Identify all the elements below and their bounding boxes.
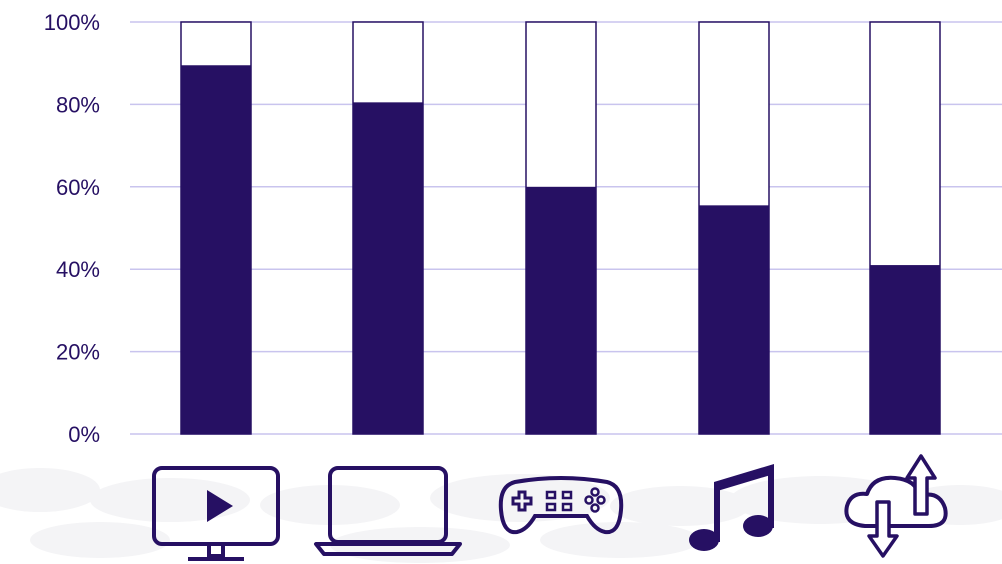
- background-blob: [540, 522, 700, 558]
- background-blob: [0, 468, 100, 512]
- y-tick-label: 40%: [56, 257, 100, 282]
- bars: [180, 21, 941, 435]
- background-blob: [90, 478, 250, 522]
- bar: [353, 102, 423, 434]
- bar: [870, 265, 940, 434]
- y-tick-label: 0%: [68, 422, 100, 447]
- bar: [526, 186, 596, 434]
- background-blob: [30, 522, 170, 558]
- y-tick-label: 100%: [44, 10, 100, 35]
- music-note-icon: [689, 464, 774, 551]
- laptop-icon: [314, 466, 462, 556]
- category-icons: [152, 454, 948, 561]
- cloud-upload-download-icon: [844, 454, 948, 558]
- y-tick-label: 80%: [56, 92, 100, 117]
- background-blob: [610, 486, 750, 526]
- y-tick-label: 60%: [56, 175, 100, 200]
- bar: [181, 65, 251, 434]
- tv-play-icon: [152, 466, 280, 561]
- bar: [699, 205, 769, 434]
- y-tick-label: 20%: [56, 340, 100, 365]
- y-axis: 0% 20% 40% 60% 80% 100%: [44, 10, 100, 447]
- gamepad-icon: [498, 476, 624, 535]
